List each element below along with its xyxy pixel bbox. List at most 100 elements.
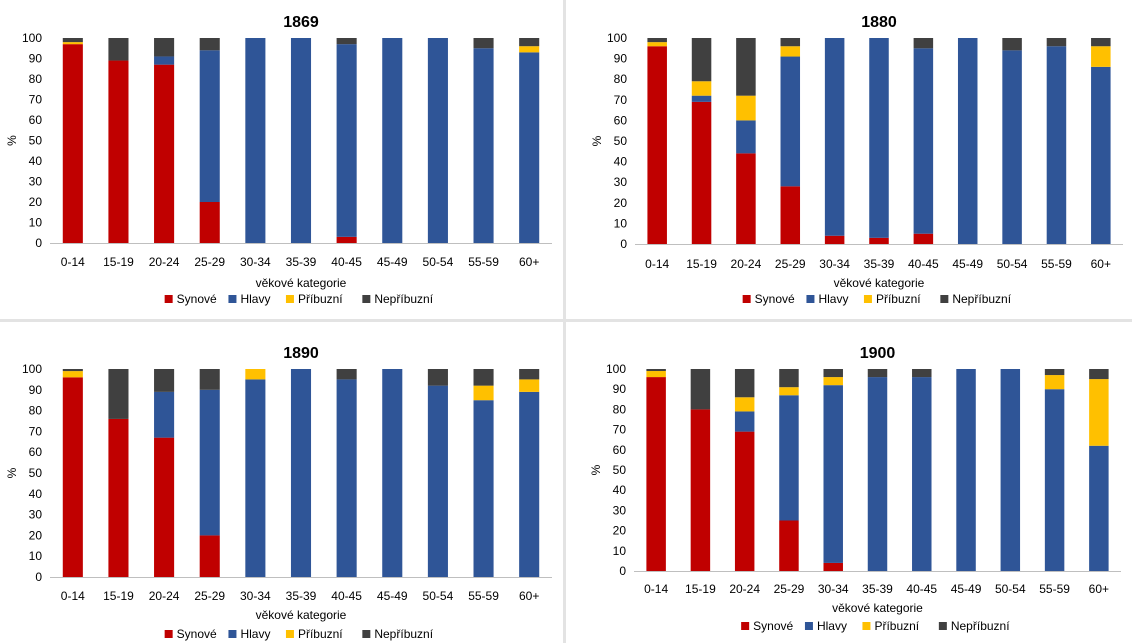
bar-segment: [1091, 66, 1111, 244]
bar-segment: [913, 233, 934, 244]
legend-label: Nepříbuzní: [374, 627, 433, 641]
bar-segment: [336, 379, 357, 577]
bar-segment: [734, 369, 755, 398]
x-tick-label: 30-34: [240, 255, 271, 269]
y-tick-label: 10: [614, 216, 628, 230]
x-tick-label: 35-39: [862, 582, 893, 596]
bar-segment: [647, 46, 667, 244]
bar-segment: [1002, 38, 1022, 51]
legend: Synové Hlavy Příbuzní Nepříbuzní: [742, 292, 1012, 306]
bar-segment: [736, 153, 756, 244]
bar-segment: [780, 38, 801, 47]
x-tick-label: 40-45: [331, 589, 362, 603]
y-tick-label: 0: [620, 237, 627, 251]
legend-label: Hlavy: [818, 292, 848, 306]
bar-segment: [519, 369, 540, 380]
x-tick-label: 0-14: [645, 257, 669, 271]
legend-label: Synové: [755, 292, 795, 306]
bar-segment: [913, 38, 934, 49]
bar-segment: [779, 395, 799, 521]
x-tick-label: 50-54: [997, 257, 1028, 271]
bar-segment: [336, 236, 357, 243]
bar-segment: [1002, 50, 1022, 244]
bar-segment: [62, 377, 83, 577]
y-tick-label: 30: [613, 503, 627, 517]
y-tick-label: 90: [614, 52, 628, 66]
bar-segment: [245, 38, 266, 243]
x-tick-label: 30-34: [818, 582, 849, 596]
legend-swatch: [285, 295, 294, 303]
y-tick-label: 70: [614, 93, 628, 107]
bar-segment: [646, 369, 666, 372]
x-tick-label: 50-54: [423, 255, 454, 269]
bar-segment: [473, 48, 494, 243]
bar-segment: [519, 46, 540, 53]
chart-panel-1900: 1900 0 10 20 30 40 50 60 70 80 90 100% 0-14 15-19 20-2…: [566, 322, 1132, 643]
bar-segment: [382, 38, 403, 243]
bar-segment: [290, 369, 312, 577]
bar-segment: [780, 56, 801, 187]
legend-swatch: [362, 295, 371, 303]
x-tick-label: 40-45: [908, 257, 939, 271]
bar-segment: [199, 50, 220, 202]
bar-segment: [473, 385, 494, 401]
bar-segment: [779, 369, 799, 388]
x-tick-label: 60+: [1091, 257, 1111, 271]
bar-segment: [690, 369, 711, 410]
bar-segment: [823, 377, 843, 386]
y-axis-label: %: [5, 467, 19, 478]
y-tick-label: 100: [22, 31, 42, 45]
x-tick-label: 0-14: [61, 589, 85, 603]
bar-segment: [1044, 389, 1065, 571]
x-tick-label: 40-45: [331, 255, 362, 269]
bar-segment: [519, 391, 540, 577]
y-tick-label: 30: [614, 175, 628, 189]
y-tick-label: 80: [613, 402, 627, 416]
x-tick-label: 35-39: [286, 255, 317, 269]
bar-segment: [62, 371, 83, 378]
legend: Synové Hlavy Příbuzní Nepříbuzní: [164, 627, 434, 641]
bar-segment: [336, 369, 357, 380]
y-tick-label: 50: [29, 466, 43, 480]
x-tick-label: 60+: [1089, 582, 1109, 596]
x-tick-label: 45-49: [377, 255, 408, 269]
bar-segment: [519, 379, 540, 392]
x-tick-label: 20-24: [731, 257, 762, 271]
legend-swatch: [863, 295, 872, 303]
x-tick-label: 40-45: [906, 582, 937, 596]
y-tick-label: 30: [29, 175, 43, 189]
legend-swatch: [164, 295, 173, 303]
y-tick-label: 50: [614, 134, 628, 148]
x-tick-label: 0-14: [61, 255, 85, 269]
bar-segment: [199, 535, 220, 577]
bar-segment: [473, 369, 494, 386]
bar-segment: [519, 52, 540, 243]
chart-1869: 1869 0 10 20 30 40 50 60 70 80 90 100% 0-14 15-19 20-2…: [5, 14, 552, 306]
x-tick-label: 45-49: [377, 589, 408, 603]
y-tick-label: 60: [29, 113, 43, 127]
legend-label: Příbuzní: [298, 627, 343, 641]
bar-segment: [823, 562, 843, 571]
bar-segment: [245, 379, 266, 577]
bar-segment: [154, 391, 175, 438]
chart-1880: 1880 0 10 20 30 40 50 60 70 80 90 100% 0-14 15-19 20-2…: [590, 14, 1123, 306]
bar-segment: [382, 369, 403, 577]
bar-segment: [108, 369, 129, 419]
legend-label: Příbuzní: [298, 292, 343, 306]
bar-segment: [779, 520, 799, 571]
legend-swatch: [228, 295, 237, 303]
legend-label: Nepříbuzní: [952, 292, 1011, 306]
legend-label: Hlavy: [240, 292, 270, 306]
x-tick-label: 60+: [519, 255, 539, 269]
legend-swatch: [862, 622, 871, 630]
bar-segment: [780, 46, 801, 57]
bar-segment: [736, 95, 756, 121]
bar-segment: [734, 397, 755, 412]
bar-segment: [869, 237, 889, 244]
bar-segment: [691, 81, 712, 96]
bar-segment: [647, 38, 667, 43]
bar-segment: [154, 56, 175, 65]
bar-segment: [823, 369, 843, 378]
bar-segment: [1091, 38, 1111, 47]
x-tick-label: 30-34: [819, 257, 850, 271]
